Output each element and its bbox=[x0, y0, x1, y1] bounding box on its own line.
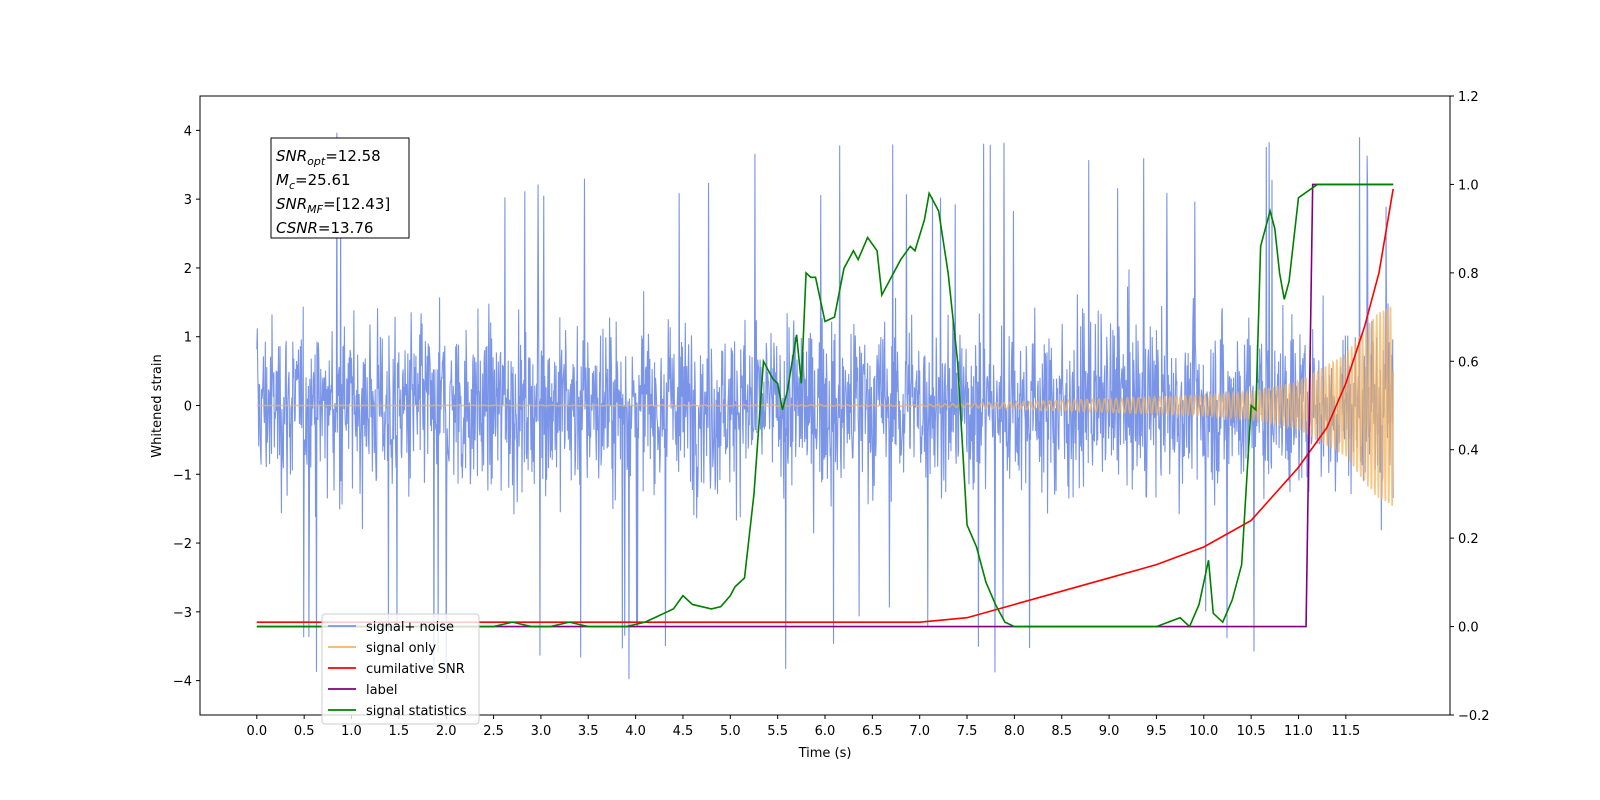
legend: signal+ noise signal only cumilative SNR la… bbox=[321, 613, 480, 725]
y-right-tick-label: 0.4 bbox=[1458, 444, 1479, 459]
legend-frame bbox=[321, 613, 480, 725]
x-tick-label: 10.0 bbox=[1189, 724, 1218, 739]
legend-label: signal only bbox=[366, 641, 436, 656]
y-right-tick-label: 0.8 bbox=[1458, 267, 1479, 282]
annotation-line: Mc=25.61 bbox=[276, 171, 351, 192]
x-tick-label: 0.0 bbox=[246, 724, 267, 739]
x-tick-label: 0.5 bbox=[294, 724, 315, 739]
y-left-tick-label: 0 bbox=[184, 400, 192, 415]
x-tick-label: 8.0 bbox=[1004, 724, 1025, 739]
y-right-tick-label: 0.6 bbox=[1458, 355, 1479, 370]
x-tick-label: 1.0 bbox=[341, 724, 362, 739]
x-tick-label: 9.5 bbox=[1146, 724, 1167, 739]
x-tick-label: 7.0 bbox=[909, 724, 930, 739]
x-tick-label: 3.5 bbox=[578, 724, 599, 739]
y-axis-left: −4 −3 −2 −1 0 1 2 3 4 bbox=[173, 124, 200, 690]
x-tick-label: 5.5 bbox=[767, 724, 788, 739]
y-right-tick-label: 0.2 bbox=[1458, 532, 1479, 547]
y-left-tick-label: −2 bbox=[173, 537, 192, 552]
y-left-tick-label: −4 bbox=[173, 675, 192, 690]
y-axis-left-label: Whitened strain bbox=[150, 354, 165, 457]
x-tick-label: 6.5 bbox=[862, 724, 883, 739]
x-tick-label: 10.5 bbox=[1237, 724, 1266, 739]
annotation-frame bbox=[270, 137, 410, 239]
y-left-tick-label: 3 bbox=[184, 193, 192, 208]
annotation-line: SNRopt=12.58 bbox=[276, 147, 381, 168]
y-right-tick-label: 1.2 bbox=[1458, 90, 1479, 105]
y-left-tick-label: 4 bbox=[184, 124, 192, 139]
y-axis-right: −0.2 0.0 0.2 0.4 0.6 0.8 1.0 1.2 bbox=[1450, 90, 1490, 724]
x-axis: 0.0 0.5 1.0 1.5 2.0 2.5 3.0 3.5 4.0 4.5 5.0 5.5 6.0 6… bbox=[246, 715, 1360, 739]
x-tick-label: 11.5 bbox=[1331, 724, 1360, 739]
x-tick-label: 2.5 bbox=[483, 724, 504, 739]
legend-label: signal statistics bbox=[366, 704, 467, 719]
y-left-tick-label: 1 bbox=[184, 331, 192, 346]
x-tick-label: 9.0 bbox=[1099, 724, 1120, 739]
stats-annotation-box: SNRopt=12.58 Mc=25.61 SNRMF=[12.43] CSNR=13… bbox=[270, 137, 410, 239]
x-axis-label: Time (s) bbox=[798, 746, 852, 761]
x-tick-label: 2.0 bbox=[436, 724, 457, 739]
y-left-tick-label: −1 bbox=[173, 468, 192, 483]
x-tick-label: 1.5 bbox=[389, 724, 410, 739]
y-left-tick-label: 2 bbox=[184, 262, 192, 277]
annotation-line: SNRMF=[12.43] bbox=[276, 195, 390, 216]
legend-label: signal+ noise bbox=[366, 620, 454, 635]
series-layer bbox=[256, 132, 1394, 680]
x-tick-label: 3.0 bbox=[531, 724, 552, 739]
x-tick-label: 8.5 bbox=[1051, 724, 1072, 739]
y-right-tick-label: 0.0 bbox=[1458, 621, 1479, 636]
y-left-tick-label: −3 bbox=[173, 606, 192, 621]
annotation-line: CSNR=13.76 bbox=[276, 219, 373, 237]
x-tick-label: 5.0 bbox=[720, 724, 741, 739]
x-tick-label: 7.5 bbox=[957, 724, 978, 739]
series-signal-only bbox=[256, 306, 1394, 506]
x-tick-label: 4.5 bbox=[673, 724, 694, 739]
x-tick-label: 11.0 bbox=[1284, 724, 1313, 739]
x-tick-label: 4.0 bbox=[625, 724, 646, 739]
legend-label: label bbox=[366, 683, 397, 698]
y-right-tick-label: 1.0 bbox=[1458, 178, 1479, 193]
y-right-tick-label: −0.2 bbox=[1458, 709, 1490, 724]
x-tick-label: 6.0 bbox=[815, 724, 836, 739]
series-cumilative-snr bbox=[256, 188, 1394, 623]
series-signal-statistics bbox=[256, 183, 1394, 628]
legend-label: cumilative SNR bbox=[366, 662, 465, 677]
